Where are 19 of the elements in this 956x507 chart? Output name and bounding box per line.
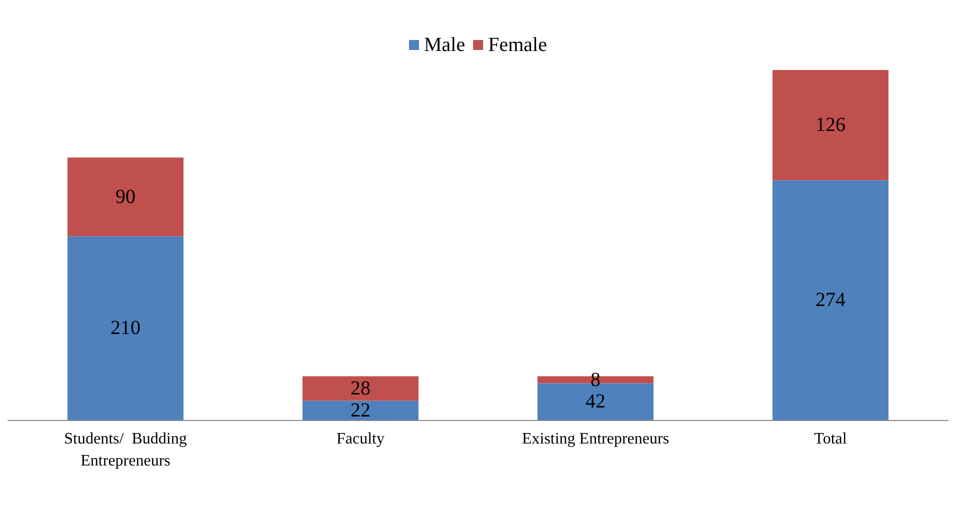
data-label: 210	[110, 317, 140, 340]
data-label: 274	[816, 289, 846, 312]
x-tick-label: Existing Entrepreneurs	[522, 430, 670, 448]
legend-label: Female	[488, 34, 548, 56]
bar	[302, 400, 418, 420]
bar	[68, 236, 184, 420]
bar	[302, 376, 418, 401]
bar	[772, 70, 888, 180]
data-label: 42	[586, 390, 606, 413]
x-tick-label: Faculty	[336, 430, 384, 448]
data-label: 90	[116, 186, 136, 208]
bar	[68, 158, 184, 236]
data-label: 22	[350, 399, 370, 422]
data-label: 28	[350, 378, 370, 400]
x-tick-label: Students/ Budding Entrepreneurs	[64, 430, 187, 470]
legend-label: Male	[424, 34, 466, 56]
bar	[772, 180, 888, 420]
data-label: 126	[816, 114, 846, 136]
x-tick-label: Total	[814, 430, 848, 448]
